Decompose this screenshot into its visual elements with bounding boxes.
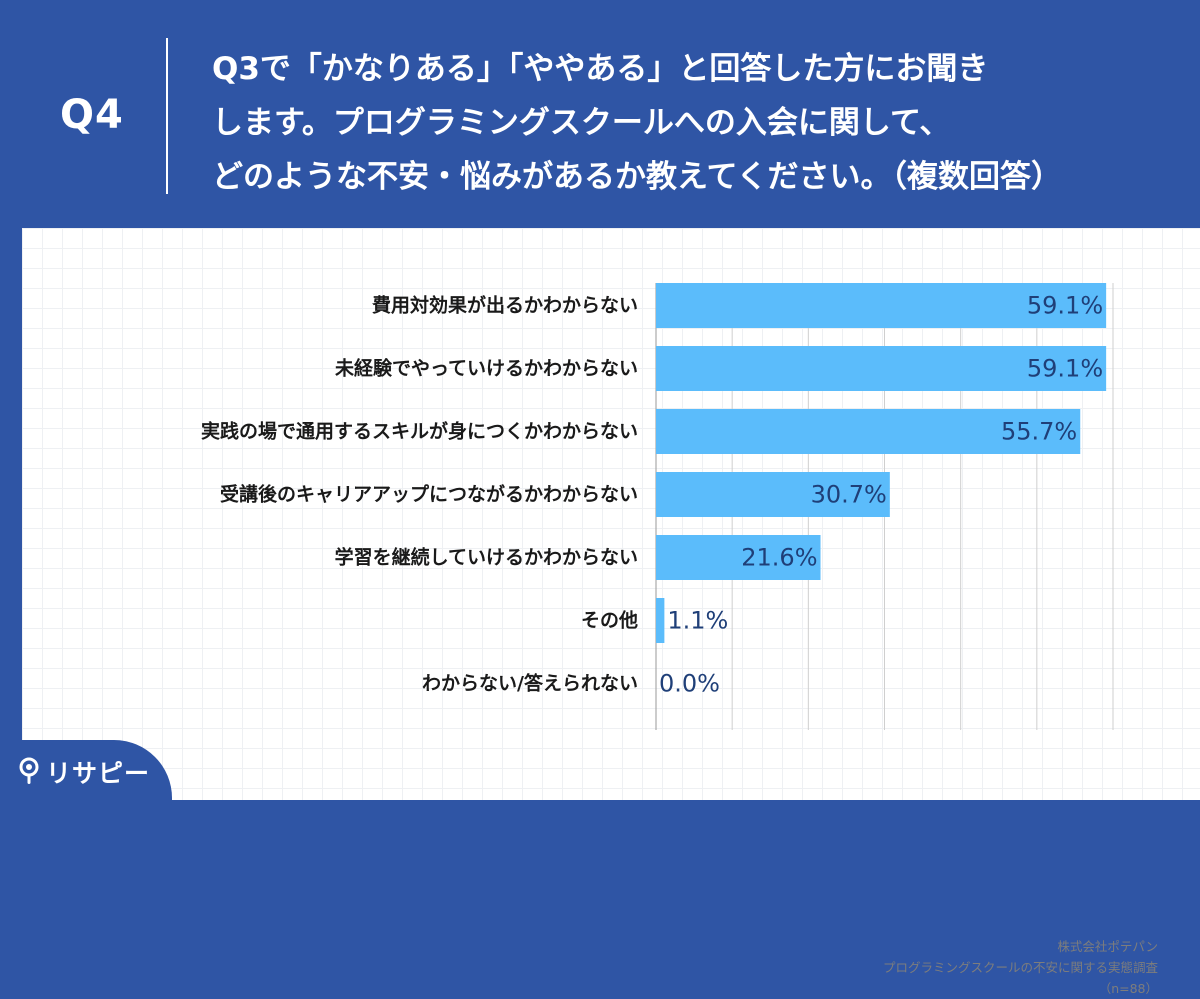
source-survey: プログラミングスクールの不安に関する実態調査 xyxy=(882,960,1158,975)
bar-chart: 費用対効果が出るかわからない未経験でやっていけるかわからない実践の場で通用するス… xyxy=(201,283,1114,730)
question-text: Q3で「かなりある」「ややある」と回答した方にお聞き します。プログラミングスク… xyxy=(212,42,1172,204)
value-label: 59.1% xyxy=(1027,292,1103,320)
bar xyxy=(656,472,890,517)
value-label: 21.6% xyxy=(741,544,817,572)
value-label: 55.7% xyxy=(1001,418,1077,446)
value-labels: 59.1% 59.1% 55.7% 30.7% 21.6% 1.1% 0.0% xyxy=(659,292,1103,698)
source-sample: （n=88） xyxy=(1098,981,1158,996)
value-label: 59.1% xyxy=(1027,355,1103,383)
bar xyxy=(656,598,665,643)
question-line: Q3で「かなりある」「ややある」と回答した方にお聞き xyxy=(212,51,989,87)
value-label: 30.7% xyxy=(811,481,887,509)
source-note: 株式会社ポテパン プログラミングスクールの不安に関する実態調査 （n=88） xyxy=(883,936,1158,999)
pin-icon xyxy=(19,757,39,784)
question-number: Q4 xyxy=(60,92,124,138)
category-label: わからない/答えられない xyxy=(422,672,638,695)
source-company: 株式会社ポテパン xyxy=(1057,939,1158,954)
category-label: その他 xyxy=(581,609,638,632)
bars xyxy=(656,283,1107,643)
category-label: 実践の場で通用するスキルが身につくかわからない xyxy=(201,420,638,443)
value-label: 1.1% xyxy=(667,607,728,635)
brand-tab: リサピー xyxy=(0,740,172,800)
question-line: どのような不安・悩みがあるか教えてください。（複数回答） xyxy=(212,159,1063,195)
bar xyxy=(656,346,1107,391)
header-divider xyxy=(166,38,168,194)
brand-logo-text: リサピー xyxy=(46,759,151,788)
category-label: 費用対効果が出るかわからない xyxy=(372,294,638,317)
category-label: 未経験でやっていけるかわからない xyxy=(334,357,638,380)
category-label: 受講後のキャリアアップにつながるかわからない xyxy=(220,483,638,506)
bar xyxy=(656,535,821,580)
header: Q4 Q3で「かなりある」「ややある」と回答した方にお聞き します。プログラミン… xyxy=(0,0,1200,228)
category-label: 学習を継続していけるかわからない xyxy=(335,546,638,569)
category-labels: 費用対効果が出るかわからない未経験でやっていけるかわからない実践の場で通用するス… xyxy=(201,294,638,695)
value-label: 0.0% xyxy=(659,670,720,698)
question-line: します。プログラミングスクールへの入会に関して、 xyxy=(212,105,951,141)
bar xyxy=(656,409,1081,454)
bar xyxy=(656,283,1107,328)
chart-card: 費用対効果が出るかわからない未経験でやっていけるかわからない実践の場で通用するス… xyxy=(22,228,1200,996)
